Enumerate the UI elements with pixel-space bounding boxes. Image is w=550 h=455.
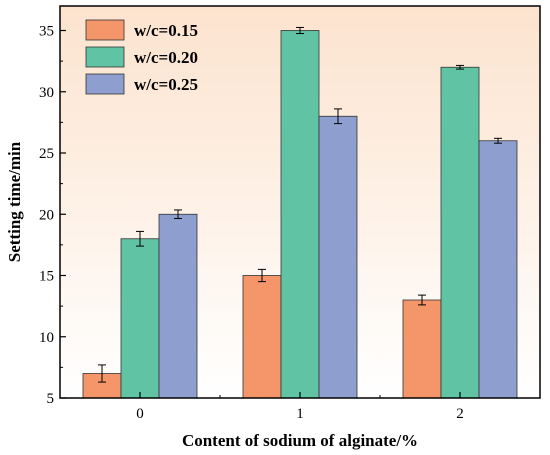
- y-tick-label: 15: [39, 269, 54, 285]
- bar: [280, 30, 320, 399]
- legend-swatch: [85, 73, 125, 95]
- y-tick-label: 30: [39, 85, 54, 101]
- legend-label: w/c=0.15: [134, 21, 198, 40]
- legend-swatch: [85, 19, 125, 41]
- y-tick-label: 20: [39, 207, 54, 223]
- y-tick-label: 5: [47, 391, 55, 407]
- y-tick-label: 35: [39, 24, 54, 40]
- bar: [242, 275, 282, 399]
- bar: [120, 238, 160, 399]
- bar: [402, 299, 442, 399]
- bar: [440, 66, 480, 399]
- legend-label: w/c=0.25: [134, 75, 198, 94]
- y-tick-label: 10: [39, 330, 54, 346]
- bar: [478, 140, 518, 399]
- x-tick-label: 2: [456, 406, 464, 422]
- bar: [158, 213, 198, 399]
- x-tick-label: 0: [136, 406, 144, 422]
- legend-label: w/c=0.20: [134, 48, 198, 67]
- y-tick-label: 25: [39, 146, 54, 162]
- bar: [318, 115, 358, 399]
- x-tick-label: 1: [296, 406, 304, 422]
- legend-swatch: [85, 46, 125, 68]
- x-axis-title: Content of sodium of alginate/%: [182, 431, 418, 450]
- y-axis-title: Setting time/min: [5, 141, 24, 262]
